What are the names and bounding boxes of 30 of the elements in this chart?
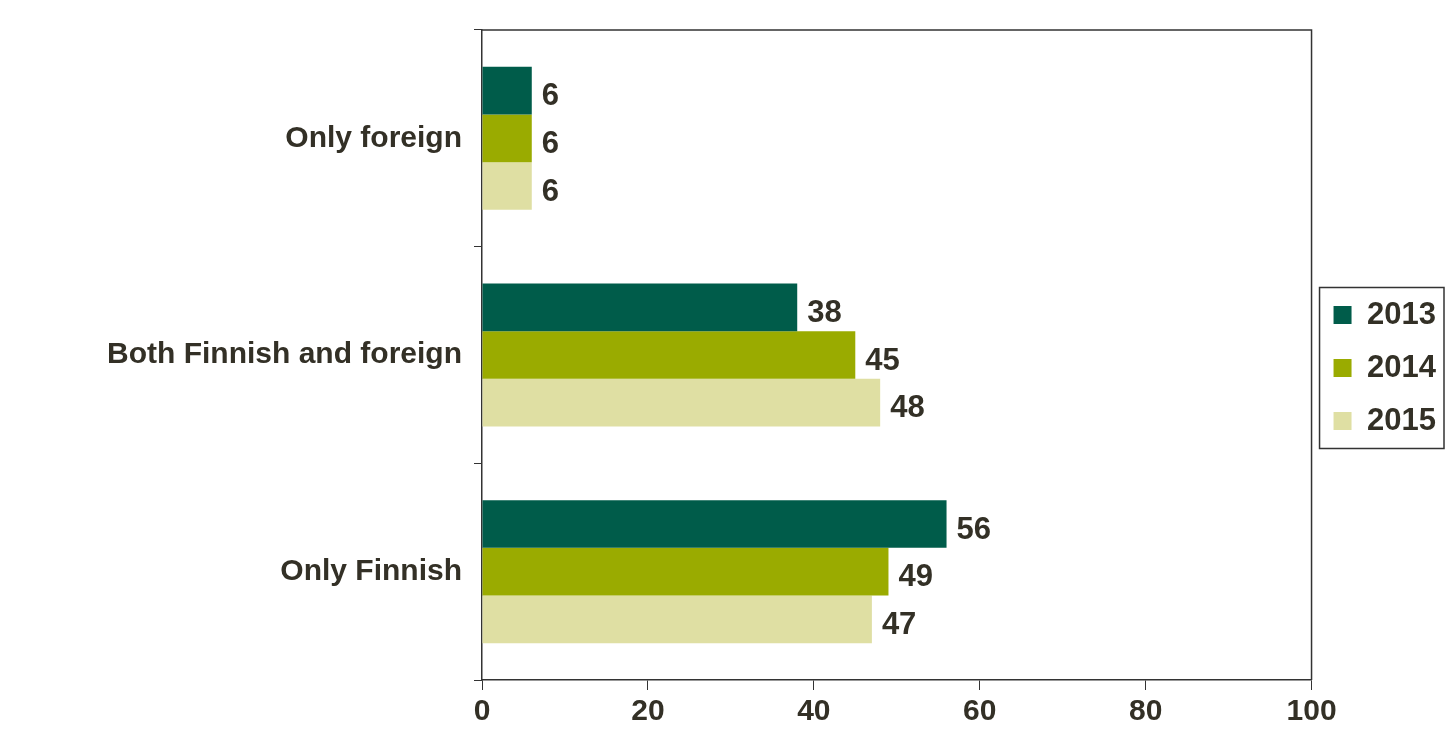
data-label: 45 <box>865 341 900 377</box>
bar <box>482 162 532 210</box>
data-label: 48 <box>890 389 925 425</box>
legend-label: 2014 <box>1367 348 1437 384</box>
bar <box>482 66 532 115</box>
bar <box>482 283 798 332</box>
data-label: 6 <box>541 172 560 208</box>
data-label: 6 <box>541 77 560 113</box>
x-tick-label: 0 <box>473 693 491 727</box>
legend-label: 2013 <box>1367 295 1437 331</box>
y-tick-label: Both Finnish and foreign <box>107 336 462 370</box>
data-label: 38 <box>807 293 842 329</box>
data-label: 47 <box>881 605 917 641</box>
bar <box>482 331 856 379</box>
bar <box>482 547 889 596</box>
bar <box>482 500 947 548</box>
data-label: 49 <box>898 558 933 594</box>
x-tick-label: 60 <box>963 693 997 727</box>
x-tick-label: 40 <box>797 693 831 727</box>
y-tick-label: Only foreign <box>285 119 462 153</box>
data-label: 6 <box>541 124 560 160</box>
bar <box>482 114 532 163</box>
y-tick-label: Only Finnish <box>280 552 462 586</box>
x-tick-label: 100 <box>1286 693 1337 727</box>
legend-label: 2015 <box>1367 401 1437 437</box>
bar <box>482 595 872 644</box>
bar <box>482 378 881 427</box>
x-tick-label: 80 <box>1128 693 1163 727</box>
data-label: 56 <box>956 510 992 546</box>
x-tick-label: 20 <box>631 693 665 727</box>
